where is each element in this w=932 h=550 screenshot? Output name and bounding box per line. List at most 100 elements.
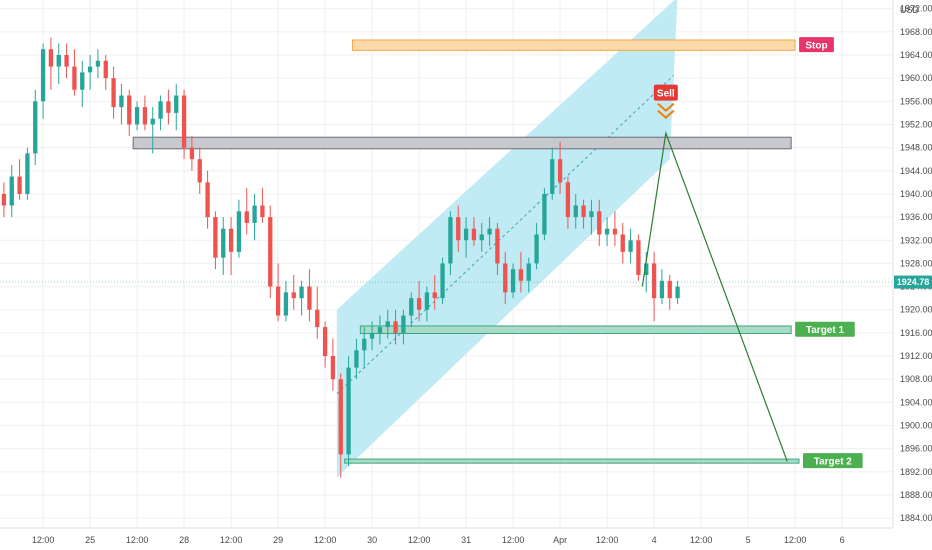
candle-body	[166, 101, 171, 113]
x-tick-label: Apr	[553, 535, 567, 545]
candle-body	[150, 118, 155, 125]
candle-body	[401, 315, 406, 333]
candle-body	[80, 72, 85, 90]
time-axis[interactable]: 12:00 25 12:00 28 12:00 29 12:00 30 12:00 31 12:00…	[0, 527, 893, 545]
x-tick-label: 12:00	[408, 535, 431, 545]
candle-body	[330, 356, 336, 380]
candle-body	[338, 379, 343, 455]
candle-body	[612, 228, 618, 235]
candle-body	[299, 286, 304, 299]
candle-body	[260, 205, 265, 218]
candle-body	[636, 240, 641, 275]
candle-body	[651, 263, 657, 299]
y-tick-label: 1956.00	[900, 96, 932, 106]
candle-body	[205, 182, 210, 218]
candle-body	[479, 234, 484, 241]
candle-body	[56, 55, 61, 67]
projection-line	[641, 130, 788, 462]
candle-body	[236, 211, 242, 252]
candle-body	[604, 228, 610, 235]
x-tick-label: 29	[273, 535, 283, 545]
y-tick-label: 1936.00	[900, 212, 932, 222]
candle-body	[87, 66, 93, 73]
candle-body	[119, 95, 124, 108]
x-tick-label: 5	[746, 535, 751, 545]
candle-body	[456, 217, 461, 241]
price-axis[interactable]: USD 1884.00 1888.00 1892.00 1896.00 1900.00 1…	[892, 0, 932, 528]
candle-body	[134, 107, 140, 125]
candle-body	[659, 280, 665, 299]
candlesticks	[0, 37, 893, 478]
candle-body	[667, 280, 672, 299]
candle-body	[291, 292, 296, 299]
x-tick-label: 31	[461, 535, 471, 545]
candle-body	[416, 298, 422, 310]
candle-body	[95, 60, 101, 67]
candle-body	[197, 159, 202, 183]
candle-body	[1, 193, 7, 206]
candle-body	[72, 66, 77, 90]
y-tick-label: 1888.00	[900, 490, 932, 500]
candle-body	[189, 147, 195, 160]
candle-body	[542, 193, 547, 235]
candle-body	[393, 321, 398, 333]
zone-tag	[803, 453, 863, 469]
y-tick-label: 1964.00	[900, 50, 932, 60]
candle-body	[111, 78, 116, 108]
zone-resistance	[132, 136, 792, 150]
current-price-label: 1924.78	[897, 277, 930, 287]
y-tick-label: 1940.00	[900, 189, 932, 199]
candle-body	[213, 217, 218, 258]
zone-tag	[795, 321, 855, 337]
candle-body	[268, 217, 273, 287]
candle-body	[228, 228, 234, 252]
x-tick-label: 12:00	[690, 535, 713, 545]
sell-chevron	[657, 102, 675, 112]
candle-body	[675, 286, 680, 299]
candle-body	[174, 95, 179, 113]
y-tick-label: 1904.00	[900, 397, 932, 407]
y-tick-label: 1912.00	[900, 351, 932, 361]
y-tick-label: 1968.00	[900, 27, 932, 37]
candle-body	[440, 263, 445, 299]
y-tick-label: 1916.00	[900, 328, 932, 338]
candle-body	[385, 321, 390, 328]
candle-body	[25, 153, 30, 194]
candle-body	[252, 205, 257, 223]
candle-body	[315, 309, 320, 328]
y-tick-label: 1896.00	[900, 444, 932, 454]
candle-body	[565, 182, 571, 218]
y-tick-label: 1948.00	[900, 143, 932, 153]
y-tick-label: 1900.00	[900, 421, 932, 431]
candle-body	[283, 292, 289, 316]
candle-body	[221, 228, 226, 258]
candle-body	[510, 269, 516, 293]
ascending-channel	[336, 0, 678, 478]
zone-tag	[799, 37, 834, 53]
zone-target-1	[359, 325, 792, 334]
x-tick-label: 12:00	[596, 535, 619, 545]
candle-body	[597, 211, 602, 235]
candle-body	[346, 367, 351, 455]
y-tick-label: 1944.00	[900, 166, 932, 176]
candle-body	[40, 49, 46, 102]
currency-label: USD	[900, 5, 920, 15]
candle-body	[409, 298, 414, 316]
candle-body	[581, 205, 586, 218]
candle-body	[103, 60, 108, 79]
candle-body	[244, 211, 249, 223]
x-tick-label: 6	[840, 535, 845, 545]
candle-body	[424, 292, 430, 310]
candle-body	[620, 234, 625, 252]
candle-body	[503, 263, 508, 293]
candle-body	[158, 101, 163, 119]
zone-label: Target 2	[814, 457, 853, 468]
candle-body	[354, 350, 359, 368]
candle-body	[142, 107, 148, 125]
x-tick-label: 12:00	[32, 535, 55, 545]
y-tick-label: 1960.00	[900, 73, 932, 83]
channel-midline	[336, 74, 675, 395]
candle-body	[48, 49, 54, 67]
candle-body	[9, 176, 14, 206]
